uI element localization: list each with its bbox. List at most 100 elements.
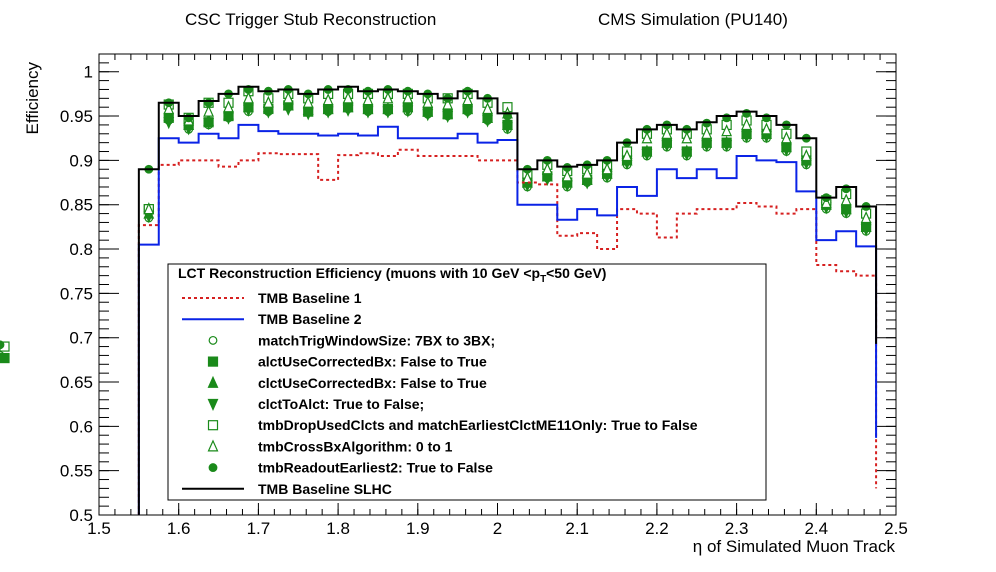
data-point — [462, 93, 474, 106]
y-tick-label: 0.9 — [69, 151, 93, 170]
data-point — [482, 102, 493, 115]
data-point — [701, 126, 713, 139]
x-tick-label: 1.7 — [247, 519, 271, 538]
data-point — [561, 169, 573, 182]
legend-label-clcttoalct-true-to-false: clctToAlct: True to False; — [258, 396, 424, 412]
data-point — [701, 140, 713, 153]
data-point — [382, 106, 394, 119]
y-tick-label: 0.6 — [69, 417, 93, 436]
y-tick-label: 0.85 — [60, 196, 93, 215]
data-point — [820, 195, 832, 209]
data-point — [422, 95, 434, 108]
data-point — [302, 95, 314, 108]
legend-marker-tmbreadoutearliest2-true-to-false — [208, 463, 218, 473]
x-tick-label: 2.3 — [725, 519, 749, 538]
data-point — [322, 93, 334, 106]
x-tick-label: 1.9 — [406, 519, 430, 538]
data-point — [382, 91, 394, 104]
legend-title-subscript: T — [540, 274, 546, 285]
data-point — [282, 91, 294, 104]
y-tick-label: 0.65 — [60, 373, 93, 392]
chart-subtitle: CMS Simulation (PU140) — [598, 10, 788, 29]
x-tick-label: 2.2 — [645, 519, 669, 538]
data-point — [163, 117, 175, 130]
x-tick-label: 2 — [493, 519, 502, 538]
data-point — [502, 122, 513, 135]
y-tick-label: 0.5 — [69, 506, 93, 525]
y-tick-label: 0.95 — [60, 107, 93, 126]
data-point — [203, 118, 215, 131]
data-point — [422, 109, 434, 122]
y-tick-label: 0.8 — [69, 240, 93, 259]
legend-box — [167, 263, 767, 501]
x-tick-label: 1.8 — [326, 519, 350, 538]
data-point — [780, 131, 792, 144]
data-point — [860, 224, 872, 237]
legend-marker-tmbcrossbxalgorithm-0-to-1 — [207, 439, 219, 452]
legend-label-tmb-baseline-slhc: TMB Baseline SLHC — [258, 481, 392, 497]
legend-title-end: <50 GeV) — [546, 265, 606, 281]
legend-label-tmb-baseline-1: TMB Baseline 1 — [258, 290, 362, 306]
data-point — [302, 108, 314, 121]
y-tick-label: 0.75 — [60, 284, 93, 303]
legend-label-alctusecorrectedbx-false-to-true: alctUseCorrectedBx: False to True — [258, 354, 487, 370]
data-point — [581, 166, 593, 179]
data-point — [203, 104, 215, 117]
data-point — [0, 341, 10, 352]
data-point — [840, 206, 852, 219]
data-point — [661, 140, 673, 153]
data-point — [143, 202, 155, 215]
data-point — [780, 144, 792, 157]
data-point — [721, 140, 733, 153]
legend-marker-alctusecorrectedbx-false-to-true — [207, 356, 219, 367]
y-axis-label: Efficiency — [23, 62, 42, 135]
data-point — [322, 106, 334, 119]
series-tmbcrossbxalgorithm-0-to-1 — [143, 91, 872, 224]
data-point — [860, 211, 872, 224]
data-point — [521, 171, 533, 184]
data-point — [721, 124, 733, 137]
data-point — [442, 110, 454, 124]
x-tick-label: 1.5 — [87, 519, 111, 538]
data-point — [741, 131, 752, 144]
data-point — [661, 126, 673, 139]
y-tick-label: 0.55 — [60, 462, 93, 481]
chart-title: CSC Trigger Stub Reconstruction — [185, 10, 436, 29]
y-tick-label: 0.7 — [69, 329, 93, 348]
data-point — [0, 340, 5, 350]
legend-marker-clctusecorrectedbx-false-to-true — [207, 375, 219, 388]
data-point — [641, 149, 653, 162]
series-tmb-baseline-slhc — [137, 85, 878, 515]
data-point — [541, 162, 553, 175]
x-tick-label: 2.1 — [565, 519, 589, 538]
data-point — [223, 112, 234, 125]
x-axis-label: η of Simulated Muon Track — [693, 537, 896, 556]
legend-label-tmbdropusedclcts-and-matchearliestclctme11only-true-to-false: tmbDropUsedClcts and matchEarliestClctME… — [258, 417, 698, 433]
data-point — [840, 193, 852, 206]
data-point — [282, 103, 294, 116]
legend-label-clctusecorrectedbx-false-to-true: clctUseCorrectedBx: False to True — [258, 375, 487, 391]
data-point — [761, 122, 772, 135]
legend-label-tmb-baseline-2: TMB Baseline 2 — [258, 311, 362, 327]
series-tmb-baseline-2 — [137, 123, 878, 515]
legend-marker-clcttoalct-true-to-false — [207, 398, 219, 411]
data-point — [681, 149, 693, 162]
legend-title: LCT Reconstruction Efficiency (muons wit… — [178, 265, 540, 281]
data-point — [243, 91, 254, 104]
data-point — [621, 148, 633, 162]
legend-marker-tmbdropusedclcts-and-matchearliestclctme11only-true-to-false — [207, 420, 219, 431]
plot-area: 1.5 1.6 1.7 1.8 1.9 2 2.1 2.2 2.3 2.4 2.5 0.5 0.55 0.… — [0, 53, 908, 538]
y-tick-label: 1 — [84, 63, 93, 82]
x-tick-label: 1.6 — [167, 519, 191, 538]
data-point — [243, 104, 254, 117]
data-point — [462, 106, 474, 119]
data-point — [402, 105, 414, 118]
data-point — [362, 93, 374, 106]
data-point — [342, 104, 354, 117]
data-point — [163, 102, 175, 115]
series-tmb-baseline-1 — [137, 148, 878, 515]
data-point — [442, 97, 454, 110]
data-point — [800, 148, 812, 162]
x-tick-label: 2.4 — [804, 519, 828, 538]
